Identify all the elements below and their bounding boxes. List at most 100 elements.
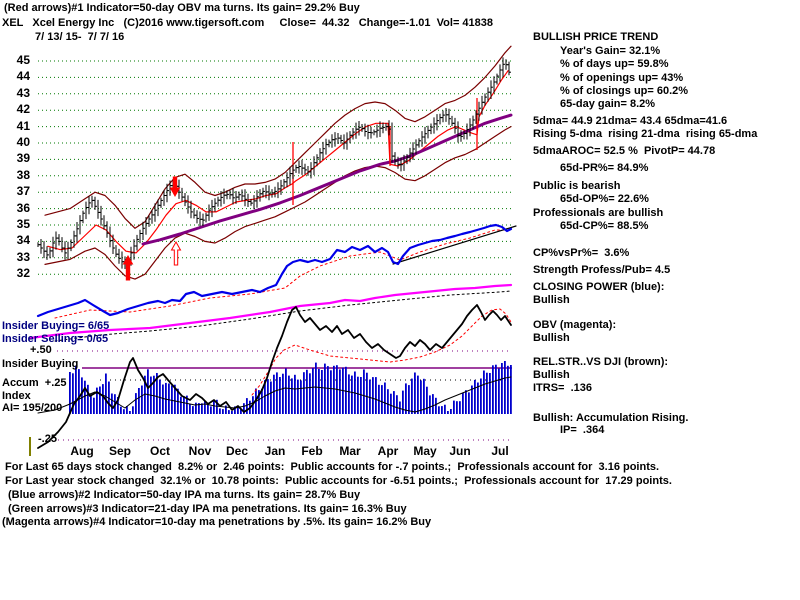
upper-band-line <box>44 45 512 229</box>
accum-index-bar <box>174 384 176 414</box>
accum-index-bar <box>216 399 218 414</box>
accum-index-bar <box>198 403 200 414</box>
accum-index-ma-line <box>37 376 512 414</box>
accum-index-bar <box>84 380 86 414</box>
accum-index-bar <box>414 372 416 414</box>
accum-index-bar <box>270 381 272 414</box>
accum-index-bar <box>366 372 368 414</box>
accum-index-bar <box>138 388 140 414</box>
accum-index-bar <box>72 373 74 414</box>
accum-index-bar <box>168 383 170 414</box>
accum-index-bar <box>105 373 107 414</box>
relstr-vs-dji-line <box>37 304 512 449</box>
accum-index-bar <box>207 404 209 414</box>
accum-index-bar <box>162 384 164 414</box>
accum-index-bar <box>393 391 395 414</box>
obv-ma-dotted <box>54 290 512 342</box>
accum-index-bar <box>276 372 278 414</box>
accum-index-bar <box>471 385 473 414</box>
accum-index-bar <box>432 394 434 414</box>
accum-index-bar <box>438 406 440 414</box>
accum-index-bar <box>186 395 188 414</box>
accum-index-bar <box>384 382 386 414</box>
accum-index-bar <box>339 369 341 414</box>
accum-index-bar <box>93 397 95 414</box>
accum-index-bar <box>489 373 491 414</box>
accum-index-bar <box>474 379 476 414</box>
accum-index-bar <box>441 406 443 414</box>
accum-index-bar <box>510 365 512 414</box>
accum-index-bar <box>210 406 212 414</box>
accum-index-bar <box>312 368 314 414</box>
accum-index-bar <box>417 375 419 414</box>
accum-index-bar <box>375 377 377 414</box>
accum-index-bar <box>180 396 182 414</box>
accum-index-bar <box>357 376 359 414</box>
accum-index-bar <box>495 364 497 414</box>
accum-index-bar <box>126 406 128 414</box>
accum-index-bar <box>135 393 137 414</box>
accum-index-bar <box>333 365 335 414</box>
accum-index-bar <box>345 366 347 414</box>
accum-index-bar <box>402 390 404 414</box>
accum-index-bar <box>465 390 467 414</box>
accum-index-bar <box>123 409 125 414</box>
accum-index-bar <box>273 374 275 414</box>
accum-index-bar <box>504 361 506 414</box>
accum-index-bar <box>348 374 350 414</box>
accum-index-bar <box>108 381 110 414</box>
accum-index-bar <box>429 395 431 414</box>
accum-index-bar <box>390 393 392 414</box>
accum-index-bar <box>153 375 155 414</box>
accum-index-bar <box>483 370 485 414</box>
accum-index-bar <box>165 382 167 414</box>
accum-index-bar <box>405 383 407 414</box>
accum-index-bar <box>327 366 329 414</box>
accum-index-bar <box>435 397 437 414</box>
accum-index-bar <box>192 406 194 414</box>
accum-index-bar <box>132 406 134 414</box>
accum-index-bar <box>183 396 185 414</box>
accum-index-bar <box>111 393 113 414</box>
accum-index-bar <box>480 378 482 414</box>
accum-index-bar <box>351 375 353 414</box>
accum-index-bar <box>507 365 509 414</box>
accum-index-bar <box>450 409 452 414</box>
accum-index-bar <box>462 392 464 414</box>
accum-index-bar <box>156 373 158 414</box>
accum-index-bar <box>330 370 332 414</box>
accum-index-bar <box>117 397 119 414</box>
accum-index-bar <box>501 363 503 414</box>
accum-index-bar <box>387 389 389 414</box>
relstr-ma-dotted <box>251 308 512 396</box>
accum-index-bar <box>408 385 410 414</box>
accum-index-bar <box>96 387 98 414</box>
accum-index-bar <box>288 375 290 414</box>
accum-index-bar <box>171 385 173 414</box>
accum-index-bar <box>69 372 71 414</box>
accum-index-bar <box>189 404 191 414</box>
accum-index-bar <box>423 378 425 414</box>
accum-index-bar <box>321 370 323 414</box>
accum-index-bar <box>285 368 287 414</box>
accum-index-bar <box>468 392 470 414</box>
accum-index-bar <box>87 384 89 414</box>
accum-index-bar <box>204 400 206 414</box>
accum-index-bar <box>81 377 83 414</box>
obv-line <box>28 283 513 340</box>
accum-index-bar <box>369 379 371 414</box>
accum-index-bar <box>381 385 383 414</box>
accum-index-bar <box>102 384 104 414</box>
accum-index-bar <box>396 395 398 414</box>
accum-index-bar <box>264 380 266 414</box>
closing-power-line <box>36 223 513 318</box>
accum-index-bar <box>486 372 488 414</box>
accum-index-bar <box>195 402 197 414</box>
accum-index-bar <box>297 379 299 414</box>
accum-index-bar <box>144 375 146 414</box>
accum-index-bar <box>141 385 143 414</box>
buy-arrow-2-outline <box>170 240 182 266</box>
accum-index-bar <box>120 406 122 414</box>
